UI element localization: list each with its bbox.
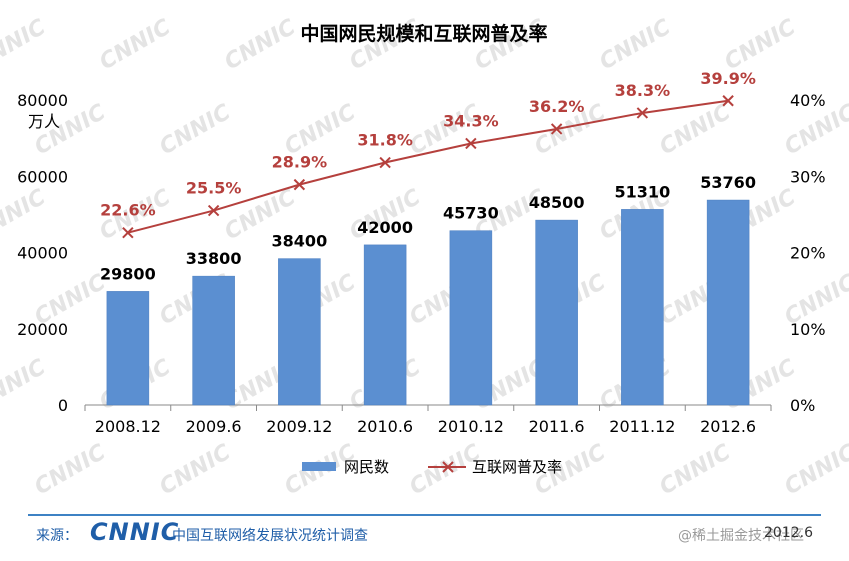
line-point-marker <box>379 156 391 169</box>
watermark-text: CNNIC <box>31 440 110 500</box>
legend-bar-swatch <box>302 462 336 471</box>
axes: 2008.12 2009.6 2009.12 2010.6 2010.12 2011.6 2… <box>17 91 825 436</box>
watermark-text: CNNIC <box>0 185 50 245</box>
watermark-text: CNNIC <box>596 15 675 75</box>
watermark-text: CNNIC <box>846 15 849 75</box>
watermark-text: CNNIC <box>281 100 360 160</box>
penetration-line-path <box>127 99 729 234</box>
left-axis-unit: 万人 <box>28 112 60 131</box>
data-labels: 29800 33800 38400 42000 45730 48500 51310 53760… <box>100 69 756 284</box>
watermark-text: CNNIC <box>96 15 175 75</box>
bar-value-label: 45730 <box>443 204 499 223</box>
line-value-label: 36.2% <box>529 97 585 116</box>
line-point-marker <box>207 204 220 217</box>
line-point-marker <box>550 123 563 135</box>
left-tick-label: 0 <box>58 396 68 415</box>
line-point-marker <box>122 226 134 239</box>
line-point-marker <box>465 137 477 150</box>
right-tick-label: 20% <box>790 244 826 263</box>
watermark-text: CNNIC <box>0 15 50 75</box>
x-tick-label: 2009.6 <box>186 417 242 436</box>
cnnic-logo: CNNIC <box>90 518 180 546</box>
line-value-label: 34.3% <box>443 111 499 130</box>
x-tick-label: 2011.6 <box>529 417 585 436</box>
footer-organization: 中国互联网络发展状况统计调查 <box>172 528 368 544</box>
watermark-text: CNNIC <box>846 185 849 245</box>
right-tick-label: 40% <box>790 91 826 110</box>
right-tick-label: 10% <box>790 320 826 339</box>
footer: 来源： CNNIC 中国互联网络发展状况统计调查 @稀土掘金技术社区 2012.… <box>0 512 849 561</box>
legend-line-label: 互联网普及率 <box>472 458 562 476</box>
line-value-label: 31.8% <box>357 131 413 150</box>
watermark-text: CNNIC <box>846 355 849 415</box>
left-tick-label: 20000 <box>17 320 68 339</box>
line-value-label: 22.6% <box>100 201 156 220</box>
right-tick-label: 0% <box>790 396 815 415</box>
line-value-label: 25.5% <box>186 179 242 198</box>
line-point-marker <box>722 95 734 107</box>
footer-source-label: 来源： <box>36 528 78 544</box>
watermark-text: CNNIC <box>0 355 50 415</box>
watermark-text: CNNIC <box>221 15 300 75</box>
bar <box>621 209 664 406</box>
bar-value-label: 48500 <box>529 193 585 212</box>
x-tick-label: 2012.6 <box>700 417 756 436</box>
x-tick-label: 2008.12 <box>95 417 161 436</box>
bar <box>192 275 235 406</box>
right-tick-label: 30% <box>790 167 826 186</box>
left-tick-label: 40000 <box>17 244 68 263</box>
watermark-text: CNNIC <box>721 15 800 75</box>
line-point-marker <box>293 178 306 191</box>
legend: 网民数 互联网普及率 <box>302 458 562 476</box>
watermark-text: CNNIC <box>156 100 235 160</box>
bar-value-label: 33800 <box>186 249 242 268</box>
x-tick-label: 2010.6 <box>357 417 413 436</box>
bar-value-label: 38400 <box>272 232 328 251</box>
bar <box>278 258 321 406</box>
penetration-line <box>122 95 734 239</box>
x-tick-label: 2009.12 <box>266 417 332 436</box>
watermark-text: CNNIC <box>656 440 735 500</box>
line-value-label: 28.9% <box>272 153 328 172</box>
watermark-text: CNNIC <box>781 440 849 500</box>
bar-value-label: 53760 <box>700 173 756 192</box>
line-value-label: 38.3% <box>615 81 671 100</box>
bar <box>363 244 407 406</box>
left-tick-label: 60000 <box>17 167 68 186</box>
watermark-text: CNNIC <box>156 440 235 500</box>
legend-bar-label: 网民数 <box>344 458 389 476</box>
footer-divider <box>28 514 821 516</box>
bar <box>449 230 493 406</box>
footer-date: 2012.6 <box>764 525 813 541</box>
bar-value-label: 51310 <box>615 182 671 201</box>
bar-value-label: 42000 <box>357 218 413 237</box>
bar <box>106 291 150 406</box>
chart-title: 中国网民规模和互联网普及率 <box>300 22 547 45</box>
bar <box>706 199 750 406</box>
line-point-marker <box>636 107 649 119</box>
site-watermark: @稀土掘金技术社区 <box>678 528 804 544</box>
bars <box>106 199 750 406</box>
left-tick-label: 80000 <box>17 91 68 110</box>
x-tick-label: 2011.12 <box>609 417 675 436</box>
bar-value-label: 29800 <box>100 264 156 283</box>
legend-line-marker <box>442 461 454 473</box>
bar <box>535 219 578 406</box>
line-value-label: 39.9% <box>700 69 756 88</box>
x-tick-label: 2010.12 <box>438 417 504 436</box>
